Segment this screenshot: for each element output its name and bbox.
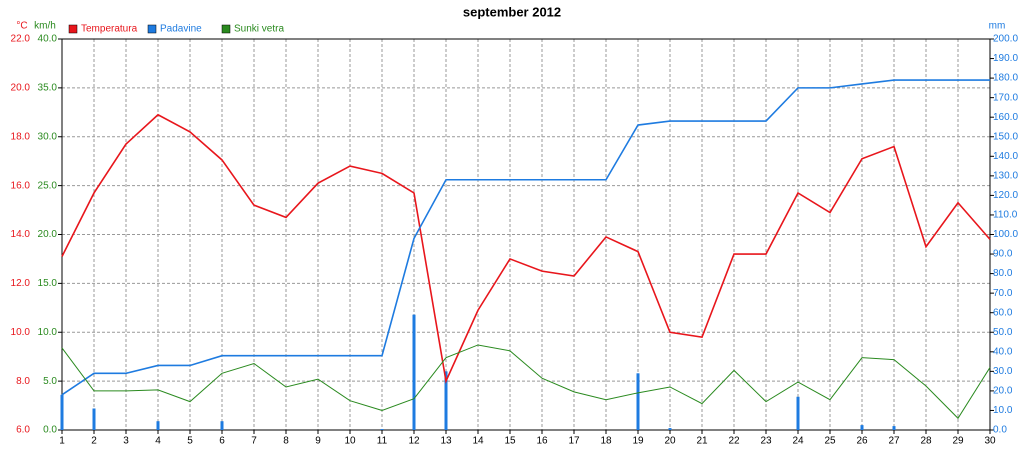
y2-tick-label: 120.0 — [993, 190, 1018, 201]
y2-unit: mm — [989, 21, 1006, 32]
y-tick-label: 8.0 — [16, 376, 30, 387]
y2-tick-label: 70.0 — [993, 288, 1013, 299]
x-tick-label: 3 — [123, 436, 129, 447]
y2-tick-label: 80.0 — [993, 268, 1013, 279]
y-tick-label: 6.0 — [16, 425, 30, 436]
x-tick-label: 7 — [251, 436, 257, 447]
x-tick-label: 26 — [856, 436, 868, 447]
y2-tick-label: 20.0 — [993, 386, 1013, 397]
x-tick-label: 23 — [760, 436, 772, 447]
y2-tick-label: 160.0 — [993, 112, 1018, 123]
y2-tick-label: 30.0 — [993, 366, 1013, 377]
x-tick-label: 29 — [952, 436, 964, 447]
x-tick-label: 10 — [344, 436, 356, 447]
x-tick-label: 9 — [315, 436, 321, 447]
y2-tick-label: 40.0 — [993, 346, 1013, 357]
x-tick-label: 30 — [984, 436, 996, 447]
y-tick-label: 22.0 — [11, 34, 31, 45]
plot-area — [62, 39, 990, 430]
y2-tick-label: 50.0 — [993, 327, 1013, 338]
x-tick-label: 25 — [824, 436, 836, 447]
x-tick-label: 6 — [219, 436, 225, 447]
y2-tick-label: 150.0 — [993, 131, 1018, 142]
x-tick-label: 28 — [920, 436, 932, 447]
bar — [892, 426, 896, 430]
x-tick-label: 1 — [59, 436, 65, 447]
y3-tick-label: 25.0 — [38, 180, 58, 191]
x-tick-label: 18 — [600, 436, 612, 447]
bar — [412, 314, 416, 430]
y-tick-label: 20.0 — [11, 83, 31, 94]
x-tick-label: 16 — [536, 436, 548, 447]
y-tick-label: 16.0 — [11, 180, 31, 191]
x-tick-label: 13 — [440, 436, 452, 447]
y3-tick-label: 15.0 — [38, 278, 58, 289]
y-tick-label: 12.0 — [11, 278, 31, 289]
bar — [60, 394, 64, 430]
x-tick-label: 14 — [472, 436, 484, 447]
x-tick-label: 2 — [91, 436, 97, 447]
legend-swatch — [221, 24, 231, 34]
y2-tick-label: 140.0 — [993, 151, 1018, 162]
legend-label: Padavine — [160, 24, 202, 35]
legend-swatch — [68, 24, 78, 34]
x-tick-label: 22 — [728, 436, 740, 447]
bar — [156, 421, 160, 430]
y-tick-label: 14.0 — [11, 229, 31, 240]
y2-tick-label: 200.0 — [993, 34, 1018, 45]
y3-tick-label: 20.0 — [38, 229, 58, 240]
x-tick-label: 12 — [408, 436, 420, 447]
y2-tick-label: 110.0 — [993, 210, 1018, 221]
y3-tick-label: 35.0 — [38, 83, 58, 94]
bar — [444, 371, 448, 430]
legend-label: Sunki vetra — [234, 24, 284, 35]
y3-tick-label: 10.0 — [38, 327, 58, 338]
y2-tick-label: 180.0 — [993, 73, 1018, 84]
y-tick-label: 10.0 — [11, 327, 31, 338]
line — [61, 113, 991, 384]
x-tick-label: 4 — [155, 436, 161, 447]
x-tick-label: 19 — [632, 436, 644, 447]
x-tick-label: 5 — [187, 436, 193, 447]
y2-tick-label: 0.0 — [993, 425, 1007, 436]
bar — [380, 429, 384, 430]
legend-label: Temperatura — [81, 24, 138, 35]
x-tick-label: 15 — [504, 436, 516, 447]
bar — [668, 428, 672, 430]
x-tick-label: 11 — [377, 436, 388, 447]
x-tick-label: 17 — [568, 436, 580, 447]
chart-title: september 2012 — [463, 4, 561, 19]
bar — [796, 396, 800, 430]
legend-swatch — [147, 24, 157, 34]
y-tick-label: 18.0 — [11, 131, 31, 142]
x-tick-label: 27 — [888, 436, 900, 447]
bar — [636, 373, 640, 430]
x-tick-label: 20 — [664, 436, 676, 447]
y3-unit: km/h — [34, 21, 56, 32]
x-tick-label: 21 — [696, 436, 708, 447]
y2-tick-label: 100.0 — [993, 229, 1018, 240]
y2-tick-label: 170.0 — [993, 92, 1018, 103]
y-unit: °C — [16, 21, 27, 32]
y2-tick-label: 10.0 — [993, 405, 1013, 416]
line — [61, 344, 991, 420]
y2-tick-label: 190.0 — [993, 53, 1018, 64]
x-tick-label: 24 — [792, 436, 804, 447]
y3-tick-label: 0.0 — [43, 425, 57, 436]
y2-tick-label: 130.0 — [993, 170, 1018, 181]
y2-tick-label: 90.0 — [993, 249, 1013, 260]
bar — [92, 408, 96, 430]
y2-tick-label: 60.0 — [993, 307, 1013, 318]
y3-tick-label: 40.0 — [38, 34, 58, 45]
bar — [220, 421, 224, 430]
x-tick-label: 8 — [283, 436, 289, 447]
bar — [860, 425, 864, 430]
y3-tick-label: 5.0 — [43, 376, 57, 387]
line — [61, 79, 990, 396]
y3-tick-label: 30.0 — [38, 131, 58, 142]
